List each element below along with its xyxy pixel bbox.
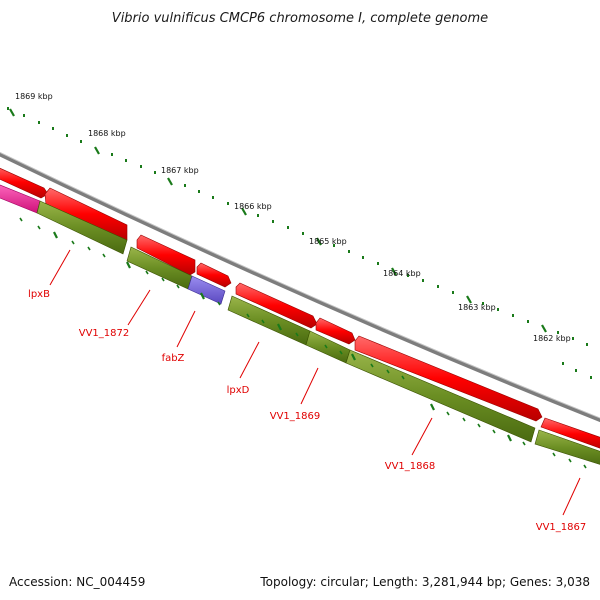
major-ticks: [9, 108, 547, 333]
cds-feature: [235, 282, 318, 329]
tick-dots: [7, 107, 592, 379]
gene-label-lpxD: lpxD: [227, 385, 250, 396]
gene-label-vv1-1868: VV1_1868: [385, 461, 436, 472]
cds-feature: [354, 335, 543, 422]
cds-track: [0, 167, 600, 449]
tick-label: 1864 kbp: [383, 269, 421, 278]
gene-feature: [345, 349, 536, 443]
tick-label: 1866 kbp: [234, 202, 272, 211]
cds-feature: [0, 167, 49, 199]
gene-label-vv1-1867: VV1_1867: [536, 522, 587, 533]
gene-label-lpxB: lpxB: [28, 289, 50, 300]
tick-label: 1869 kbp: [15, 92, 53, 101]
gene-labels: lpxB VV1_1872 fabZ lpxD VV1_1869 VV1_186…: [28, 289, 586, 533]
gene-label-vv1-1869: VV1_1869: [270, 411, 321, 422]
gene-label-vv1-1872: VV1_1872: [79, 328, 130, 339]
cds-feature: [196, 262, 232, 288]
genome-summary-text: Topology: circular; Length: 3,281,944 bp…: [259, 575, 590, 589]
tick-label: 1862 kbp: [533, 334, 571, 343]
accession-text: Accession: NC_004459: [9, 575, 145, 589]
tick-label: 1863 kbp: [458, 303, 496, 312]
gene-feature: [534, 429, 600, 465]
tick-label: 1868 kbp: [88, 129, 126, 138]
gene-track: [0, 184, 600, 465]
map-title: Vibrio vulnificus CMCP6 chromosome I, co…: [112, 11, 488, 26]
gene-label-fabZ: fabZ: [162, 353, 185, 364]
tick-label: 1867 kbp: [161, 166, 199, 175]
tick-label: 1865 kbp: [309, 237, 347, 246]
gene-feature: [36, 200, 128, 255]
inner-ruler: [19, 217, 587, 469]
cds-feature: [315, 317, 356, 345]
gene-feature: [187, 275, 226, 305]
genome-backbone: [0, 152, 600, 423]
tick-labels: 1869 kbp 1868 kbp 1867 kbp 1866 kbp 1865…: [15, 92, 571, 343]
label-leaders: [49, 249, 581, 516]
cds-feature: [540, 417, 600, 449]
